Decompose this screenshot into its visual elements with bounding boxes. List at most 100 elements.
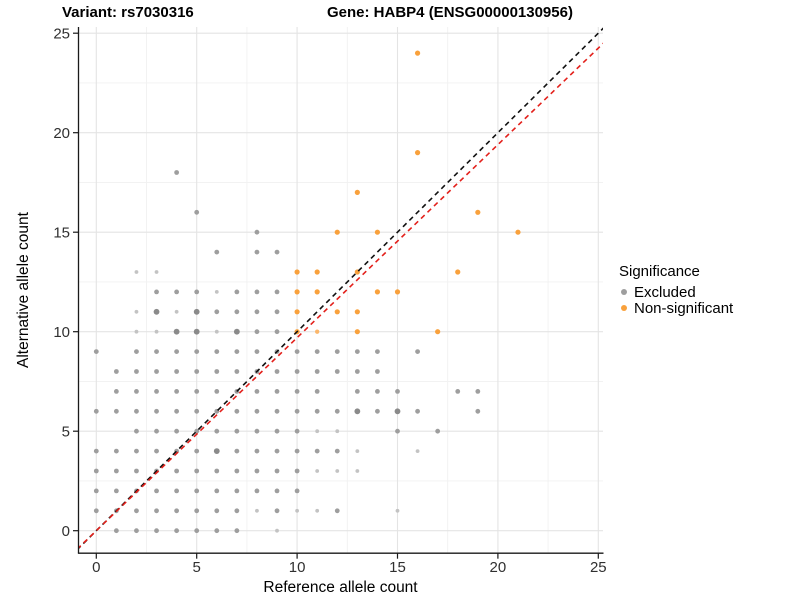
data-point-excluded	[214, 428, 220, 434]
x-tick-label: 15	[389, 559, 406, 576]
data-point-excluded	[315, 429, 320, 434]
excluded-dot-swatch	[621, 289, 627, 295]
data-point-excluded	[294, 389, 300, 394]
data-point-excluded	[435, 428, 441, 434]
data-point-excluded	[93, 508, 99, 514]
data-point-excluded	[134, 349, 139, 354]
data-point-excluded	[194, 508, 200, 514]
data-point-excluded	[354, 389, 360, 394]
data-point-excluded	[415, 349, 420, 354]
x-tick-label: 20	[490, 559, 507, 576]
data-point-excluded	[294, 349, 300, 354]
data-point-excluded	[173, 328, 180, 335]
data-point-excluded	[314, 448, 320, 454]
data-point-excluded	[113, 488, 119, 494]
data-point-excluded	[334, 349, 340, 354]
data-point-excluded	[93, 488, 99, 494]
data-point-excluded	[194, 468, 200, 474]
data-point-excluded	[214, 309, 220, 315]
data-point-excluded	[134, 428, 139, 434]
data-point-excluded	[214, 249, 220, 255]
data-point-excluded	[113, 389, 119, 394]
data-point-excluded	[274, 508, 280, 514]
data-point-excluded	[475, 389, 481, 394]
legend-item-label: Non-significant	[634, 299, 734, 317]
data-point-excluded	[254, 289, 260, 295]
data-point-excluded	[174, 369, 180, 374]
data-point-non-significant	[315, 329, 320, 334]
data-point-excluded	[153, 308, 160, 315]
data-point-excluded	[194, 389, 200, 394]
data-point-non-significant	[314, 289, 320, 295]
data-point-excluded	[375, 349, 380, 354]
data-point-excluded	[274, 488, 280, 494]
data-point-excluded	[154, 408, 159, 414]
data-point-excluded	[134, 528, 139, 534]
data-point-non-significant	[455, 269, 461, 275]
data-point-non-significant	[515, 229, 521, 235]
data-point-excluded	[134, 448, 139, 454]
data-point-excluded	[154, 289, 159, 295]
data-point-excluded	[254, 428, 260, 434]
data-point-excluded	[375, 389, 380, 394]
data-point-excluded	[315, 469, 320, 473]
data-point-excluded	[234, 468, 240, 474]
data-point-excluded	[93, 408, 99, 414]
data-point-excluded	[234, 528, 240, 534]
data-point-excluded	[274, 369, 280, 374]
data-point-excluded	[174, 170, 180, 175]
data-point-excluded	[274, 408, 280, 414]
data-point-excluded	[194, 448, 200, 454]
data-point-excluded	[234, 309, 240, 315]
data-point-excluded	[214, 468, 220, 474]
data-point-excluded	[154, 428, 159, 434]
data-point-excluded	[274, 309, 280, 315]
data-point-excluded	[154, 488, 159, 494]
data-point-excluded	[214, 369, 220, 374]
data-point-excluded	[174, 349, 180, 354]
data-point-excluded	[214, 290, 219, 294]
data-point-excluded	[395, 428, 400, 434]
data-point-excluded	[415, 449, 420, 453]
data-point-excluded	[193, 308, 200, 315]
legend-title: Significance	[619, 263, 700, 280]
data-point-excluded	[194, 528, 200, 534]
data-point-excluded	[194, 488, 200, 494]
data-point-excluded	[354, 349, 360, 354]
data-point-excluded	[275, 528, 279, 533]
data-point-excluded	[254, 389, 260, 394]
data-point-excluded	[314, 408, 320, 414]
data-point-excluded	[174, 428, 180, 434]
data-point-excluded	[395, 508, 400, 513]
data-point-excluded	[294, 428, 300, 434]
data-point-excluded	[113, 528, 119, 534]
data-point-non-significant	[354, 329, 360, 335]
data-point-excluded	[134, 329, 139, 334]
data-point-excluded	[93, 349, 99, 354]
y-axis-title: Alternative allele count	[15, 212, 32, 368]
y-tick-label: 5	[62, 423, 70, 440]
data-point-excluded	[93, 468, 99, 474]
data-point-excluded	[375, 369, 380, 374]
data-point-non-significant	[394, 289, 401, 295]
data-point-excluded	[334, 508, 340, 514]
data-point-non-significant	[374, 289, 381, 295]
data-point-excluded	[194, 369, 200, 374]
data-point-excluded	[274, 389, 280, 394]
data-point-excluded	[354, 369, 360, 374]
data-point-excluded	[113, 408, 119, 414]
data-point-excluded	[315, 508, 320, 513]
data-point-excluded	[335, 469, 340, 473]
data-point-excluded	[174, 309, 179, 314]
data-point-excluded	[415, 408, 420, 414]
data-point-non-significant	[414, 50, 421, 56]
data-point-excluded	[154, 448, 159, 454]
data-point-excluded	[113, 468, 119, 474]
data-point-excluded	[254, 229, 260, 235]
data-point-excluded	[254, 329, 260, 335]
data-point-excluded	[174, 488, 180, 494]
data-point-excluded	[314, 369, 320, 374]
data-point-excluded	[134, 408, 139, 414]
data-point-excluded	[254, 309, 260, 315]
y-tick-label: 0	[62, 523, 70, 540]
